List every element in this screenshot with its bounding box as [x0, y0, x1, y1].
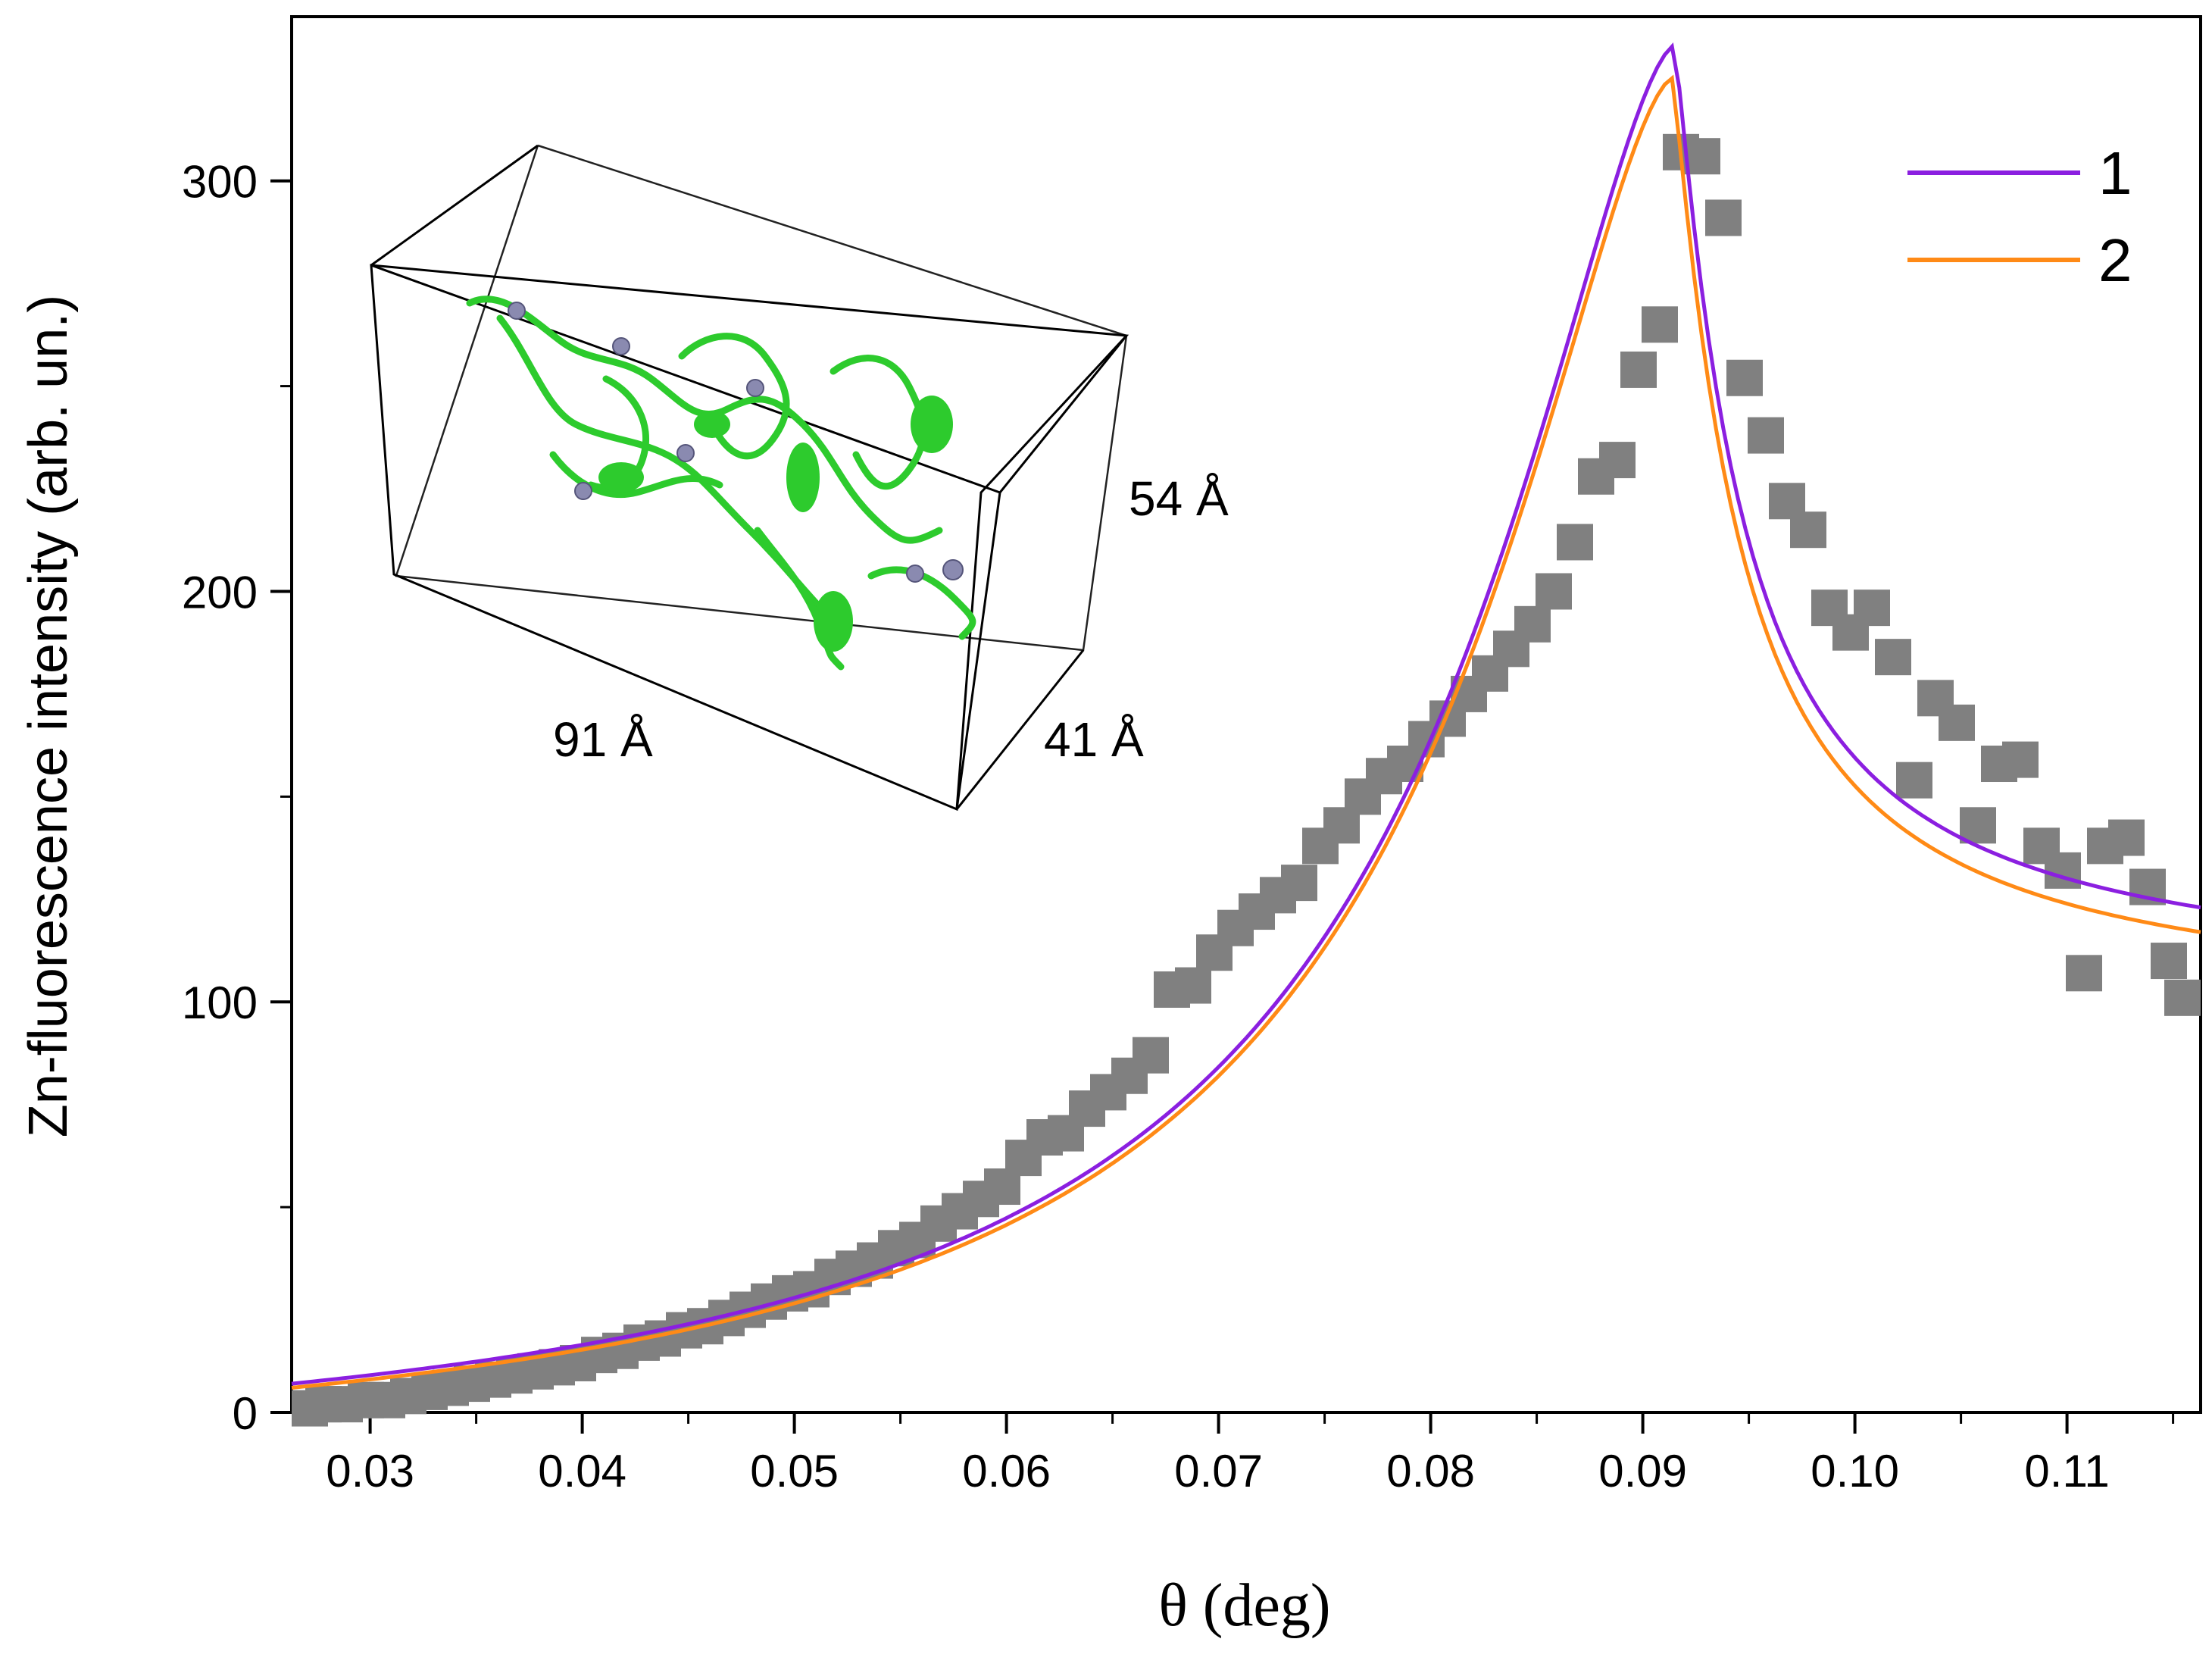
x-tick-label: 0.10 [1811, 1446, 1899, 1497]
fit-curve-1 [291, 42, 2201, 1386]
data-point [2151, 943, 2187, 980]
data-point [1175, 967, 1211, 1004]
data-point [1939, 704, 1975, 741]
data-point [1642, 306, 1678, 343]
data-point [1726, 359, 1763, 396]
dimension-label-height: 54 Å [1129, 471, 1229, 526]
protein-ribbon [466, 296, 976, 671]
x-axis-ticks: 0.03 0.04 0.05 0.06 0.07 0.08 0.09 0.10 0.11 [326, 1412, 2175, 1497]
plot-frame [290, 15, 2202, 1414]
x-tick-label: 0.03 [326, 1446, 414, 1497]
data-point [1875, 639, 1911, 676]
x-tick-label: 0.04 [538, 1446, 626, 1497]
y-tick-label: 100 [182, 977, 258, 1028]
data-point [2045, 852, 2081, 889]
x-tick-label: 0.11 [2024, 1446, 2109, 1497]
fit-curve-2 [291, 74, 2201, 1390]
data-point [1557, 524, 1593, 561]
data-point [2002, 741, 2039, 778]
data-point [1514, 605, 1551, 643]
dimension-label-length: 91 Å [553, 712, 653, 767]
data-point [1960, 807, 1996, 844]
y-tick-label: 300 [182, 157, 258, 208]
data-point [1281, 865, 1317, 902]
x-tick-label: 0.05 [750, 1446, 839, 1497]
data-point [1133, 1037, 1169, 1074]
legend-label-2: 2 [2098, 227, 2132, 294]
data-point [1620, 351, 1657, 388]
data-point [2164, 979, 2201, 1016]
data-point [1684, 138, 1720, 175]
x-tick-label: 0.08 [1386, 1446, 1475, 1497]
y-axis-title: Zn-fluorescence intensity (arb. un.) [18, 295, 79, 1137]
y-tick-label: 200 [182, 567, 258, 618]
y-axis-ticks: 0 100 200 300 [182, 157, 292, 1439]
bounding-box [370, 144, 1129, 812]
y-tick-label: 0 [233, 1388, 258, 1439]
data-point [1705, 199, 1742, 236]
data-point [1896, 762, 1932, 799]
x-tick-label: 0.07 [1174, 1446, 1263, 1497]
dimension-label-depth: 41 Å [1044, 712, 1144, 767]
data-point [1790, 511, 1826, 549]
zinc-atoms [508, 302, 964, 583]
data-point [2066, 955, 2102, 992]
x-tick-label: 0.06 [962, 1446, 1051, 1497]
data-point [1854, 590, 1890, 627]
data-point [1748, 417, 1784, 454]
scatter-series [292, 133, 2201, 1427]
data-point [1536, 573, 1572, 610]
legend: 1 2 [1907, 139, 2132, 294]
data-point [2108, 819, 2145, 856]
protein-helices [598, 396, 953, 652]
x-tick-label: 0.09 [1598, 1446, 1687, 1497]
x-axis-title: θ (deg) [1158, 1572, 1330, 1639]
legend-label-1: 1 [2098, 139, 2132, 207]
data-point [1599, 442, 1636, 479]
protein-inset: 91 Å 41 Å 54 Å [370, 144, 1229, 812]
